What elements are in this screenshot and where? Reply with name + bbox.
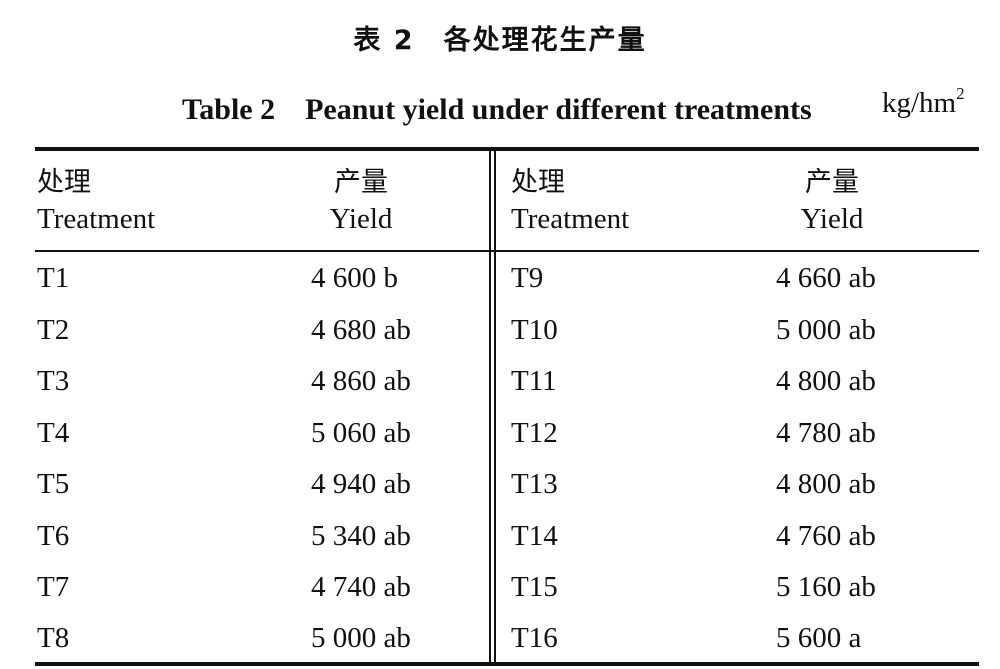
header-treatment-cn: 处理 xyxy=(37,167,91,198)
header-yield-en: Yield xyxy=(329,203,393,235)
yield-cell: 4 680 ab xyxy=(311,314,411,346)
unit-base: kg/hm xyxy=(882,87,957,119)
column-divider-line xyxy=(494,150,496,663)
header-yield-cn: 产量 xyxy=(805,167,859,198)
treatment-cell: T1 xyxy=(37,262,70,294)
treatment-cell: T15 xyxy=(511,571,558,603)
treatment-cell: T16 xyxy=(511,622,558,654)
yield-cell: 4 780 ab xyxy=(776,417,876,449)
yield-cell: 4 800 ab xyxy=(776,365,876,397)
header-treatment-right: 处理 Treatment xyxy=(511,165,629,237)
treatment-cell: T5 xyxy=(37,468,70,500)
yield-cell: 4 940 ab xyxy=(311,468,411,500)
yield-cell: 4 600 b xyxy=(311,262,398,294)
treatment-cell: T8 xyxy=(37,622,70,654)
header-yield-cn: 产量 xyxy=(334,167,388,198)
header-treatment-en: Treatment xyxy=(37,203,156,235)
yield-cell: 4 660 ab xyxy=(776,262,876,294)
header-treatment-left: 处理 Treatment xyxy=(37,165,155,237)
table-row: T7 4 740 ab T15 5 160 ab xyxy=(0,562,1000,613)
table-row: T1 4 600 b T9 4 660 ab xyxy=(0,253,1000,304)
table-row: T5 4 940 ab T13 4 800 ab xyxy=(0,459,1000,510)
treatment-cell: T2 xyxy=(37,314,70,346)
treatment-cell: T14 xyxy=(511,520,558,552)
unit-superscript: 2 xyxy=(956,84,965,103)
table-row: T2 4 680 ab T10 5 000 ab xyxy=(0,305,1000,356)
treatment-cell: T9 xyxy=(511,262,544,294)
table-title-chinese: 表 2 各处理花生产量 xyxy=(353,25,647,56)
table-header-rule xyxy=(35,250,979,252)
treatment-cell: T7 xyxy=(37,571,70,603)
table-row: T8 5 000 ab T16 5 600 a xyxy=(0,613,1000,664)
table-bottom-rule xyxy=(35,662,979,666)
yield-cell: 5 060 ab xyxy=(311,417,411,449)
treatment-cell: T6 xyxy=(37,520,70,552)
yield-cell: 5 600 a xyxy=(776,622,862,654)
header-treatment-cn: 处理 xyxy=(511,167,565,198)
table-top-rule xyxy=(35,147,979,151)
treatment-cell: T10 xyxy=(511,314,558,346)
header-yield-en: Yield xyxy=(800,203,864,235)
unit-label: kg/hm2 xyxy=(882,84,965,120)
yield-cell: 5 000 ab xyxy=(311,622,411,654)
yield-cell: 5 340 ab xyxy=(311,520,411,552)
treatment-cell: T12 xyxy=(511,417,558,449)
treatment-cell: T4 xyxy=(37,417,70,449)
header-yield-right: 产量 Yield xyxy=(752,165,912,237)
yield-cell: 5 160 ab xyxy=(776,571,876,603)
table-row: T4 5 060 ab T12 4 780 ab xyxy=(0,408,1000,459)
column-divider-line xyxy=(489,150,491,663)
yield-cell: 4 740 ab xyxy=(311,571,411,603)
treatment-cell: T11 xyxy=(511,365,557,397)
table-row: T6 5 340 ab T14 4 760 ab xyxy=(0,511,1000,562)
header-treatment-en: Treatment xyxy=(511,203,630,235)
yield-cell: 4 760 ab xyxy=(776,520,876,552)
table-row: T3 4 860 ab T11 4 800 ab xyxy=(0,356,1000,407)
header-yield-left: 产量 Yield xyxy=(281,165,441,237)
yield-cell: 5 000 ab xyxy=(776,314,876,346)
yield-cell: 4 860 ab xyxy=(311,365,411,397)
table-title-english: Table 2 Peanut yield under different tre… xyxy=(182,93,812,126)
yield-cell: 4 800 ab xyxy=(776,468,876,500)
treatment-cell: T3 xyxy=(37,365,70,397)
treatment-cell: T13 xyxy=(511,468,558,500)
